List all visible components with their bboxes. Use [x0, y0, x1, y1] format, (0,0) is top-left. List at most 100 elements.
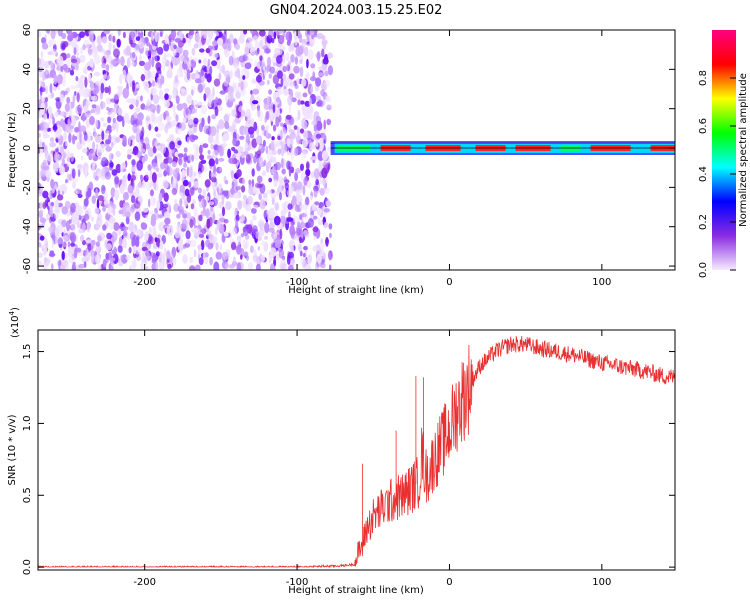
noise-speck [164, 163, 169, 173]
noise-speck [109, 257, 116, 262]
noise-speck [256, 135, 262, 145]
noise-speck [286, 63, 289, 71]
noise-speck [277, 175, 284, 184]
noise-speck [165, 249, 171, 260]
noise-speck [95, 119, 98, 129]
noise-speck [38, 241, 42, 248]
noise-speck [258, 193, 262, 201]
noise-speck [79, 31, 85, 38]
noise-speck [221, 194, 225, 206]
noise-speck [266, 111, 270, 119]
noise-speck [50, 30, 56, 40]
noise-speck [297, 99, 301, 106]
noise-speck [228, 264, 235, 269]
noise-speck [57, 55, 64, 65]
noise-speck [116, 114, 123, 122]
noise-speck [89, 115, 95, 126]
colorbar-tick-label: 0.2 [698, 214, 709, 230]
noise-speck [124, 205, 131, 212]
noise-speck [70, 114, 75, 122]
noise-speck [169, 253, 174, 264]
noise-speck [231, 170, 234, 180]
noise-speck [52, 125, 58, 131]
noise-speck [267, 109, 274, 120]
noise-speck [279, 228, 283, 240]
noise-speck [60, 183, 68, 194]
noise-speck [225, 94, 228, 104]
noise-speck [244, 70, 250, 80]
noise-speck [56, 194, 64, 201]
noise-speck [90, 253, 95, 264]
noise-speck [233, 193, 240, 199]
noise-speck [266, 95, 270, 105]
noise-speck [111, 153, 114, 159]
noise-speck [259, 222, 265, 231]
noise-speck [41, 97, 45, 103]
noise-speck [268, 253, 272, 264]
noise-speck [95, 143, 99, 150]
colorbar-scale [712, 30, 736, 270]
noise-speck [112, 253, 119, 264]
noise-speck [44, 236, 47, 245]
noise-speck [190, 99, 198, 106]
noise-speck [187, 120, 194, 125]
noise-speck [204, 87, 211, 94]
noise-speck [286, 160, 291, 170]
noise-speck [297, 91, 302, 102]
noise-speck [185, 230, 191, 240]
noise-speck [48, 110, 53, 120]
noise-speck [144, 174, 149, 181]
noise-speck [125, 216, 130, 225]
noise-speck [108, 219, 115, 230]
noise-speck [111, 169, 118, 176]
noise-speck [109, 98, 117, 103]
noise-speck [38, 132, 41, 138]
x-tick-label: -200 [133, 577, 156, 588]
noise-speck [155, 115, 162, 125]
noise-speck [306, 34, 311, 43]
noise-speck [188, 166, 193, 178]
noise-speck [248, 186, 254, 195]
noise-speck [43, 60, 50, 69]
noise-speck [294, 38, 298, 46]
noise-speck [39, 70, 43, 78]
noise-speck [313, 113, 317, 123]
noise-speck [188, 128, 194, 136]
noise-speck [204, 179, 211, 188]
noise-speck [215, 251, 223, 260]
noise-speck [122, 226, 129, 231]
noise-speck [276, 97, 281, 103]
noise-speck [96, 198, 100, 210]
noise-speck [263, 69, 267, 77]
noise-speck [53, 85, 57, 92]
noise-speck [253, 249, 257, 256]
noise-speck [120, 163, 124, 174]
noise-speck [178, 209, 185, 215]
noise-speck [223, 114, 230, 123]
colorbar-tick-label: 0.0 [698, 262, 709, 278]
noise-speck [218, 183, 223, 189]
noise-speck [113, 48, 120, 58]
noise-speck [193, 180, 200, 189]
noise-speck [176, 45, 183, 55]
noise-speck [181, 218, 188, 230]
noise-speck [241, 185, 246, 193]
noise-speck [112, 44, 116, 50]
noise-speck [211, 181, 215, 190]
noise-speck [293, 125, 298, 130]
noise-speck [199, 144, 203, 155]
noise-speck [65, 179, 68, 184]
noise-speck [311, 203, 317, 211]
noise-speck [76, 131, 83, 140]
noise-speck [135, 36, 141, 41]
noise-speck [117, 245, 123, 253]
noise-speck [301, 78, 307, 87]
noise-speck [307, 49, 314, 61]
noise-speck [316, 253, 322, 264]
noise-speck [105, 139, 111, 145]
noise-speck [261, 255, 266, 262]
noise-speck [122, 230, 128, 237]
noise-speck [100, 82, 105, 94]
noise-speck [44, 258, 50, 267]
colorbar-tick-label: 0.6 [698, 118, 709, 134]
